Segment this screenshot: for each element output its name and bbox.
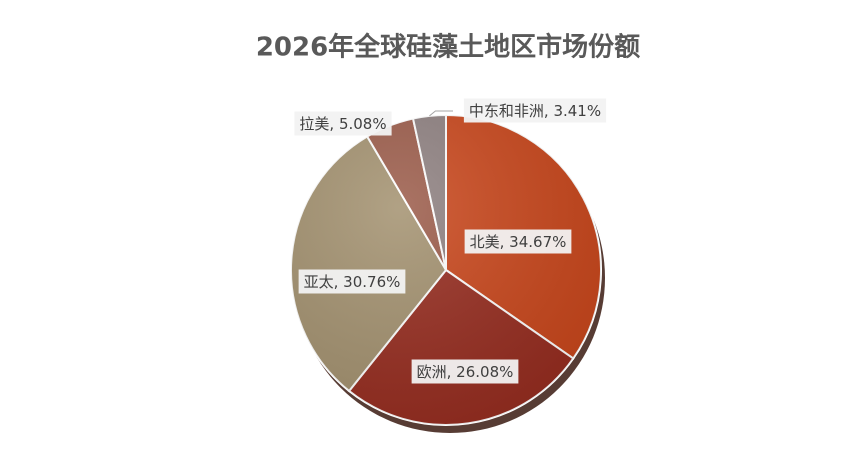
category-label: 亚太 xyxy=(304,273,334,291)
label-separator: , xyxy=(329,115,339,133)
label-separator: , xyxy=(447,363,457,381)
leader-line xyxy=(429,110,453,117)
data-label-box xyxy=(464,229,572,254)
data-label: 拉美, 5.08% xyxy=(294,111,392,136)
data-label-box xyxy=(411,359,519,384)
data-label-box xyxy=(294,111,392,136)
data-label: 中东和非洲, 3.41% xyxy=(463,98,607,123)
category-label: 北美 xyxy=(470,233,500,251)
data-label-text: 中东和非洲, 3.41% xyxy=(469,102,601,120)
value-label: 30.76% xyxy=(343,273,400,291)
data-label-box xyxy=(463,98,607,123)
category-label: 中东和非洲 xyxy=(469,102,544,120)
value-label: 34.67% xyxy=(509,233,566,251)
label-separator: , xyxy=(334,273,344,291)
value-label: 5.08% xyxy=(339,115,387,133)
data-label-text: 北美, 34.67% xyxy=(470,233,567,251)
data-label: 亚太, 30.76% xyxy=(298,269,406,294)
value-label: 3.41% xyxy=(553,102,601,120)
data-label-text: 亚太, 30.76% xyxy=(304,273,401,291)
category-label: 欧洲 xyxy=(417,363,447,381)
label-separator: , xyxy=(500,233,510,251)
data-label-text: 拉美, 5.08% xyxy=(299,115,386,133)
category-label: 拉美 xyxy=(299,115,329,133)
chart-title: 2026年全球硅藻土地区市场份额 xyxy=(256,32,640,63)
value-label: 26.08% xyxy=(456,363,513,381)
data-label-text: 欧洲, 26.08% xyxy=(417,363,514,381)
label-separator: , xyxy=(544,102,554,120)
data-label: 北美, 34.67% xyxy=(464,229,572,254)
data-label: 欧洲, 26.08% xyxy=(411,359,519,384)
data-label-box xyxy=(298,269,406,294)
